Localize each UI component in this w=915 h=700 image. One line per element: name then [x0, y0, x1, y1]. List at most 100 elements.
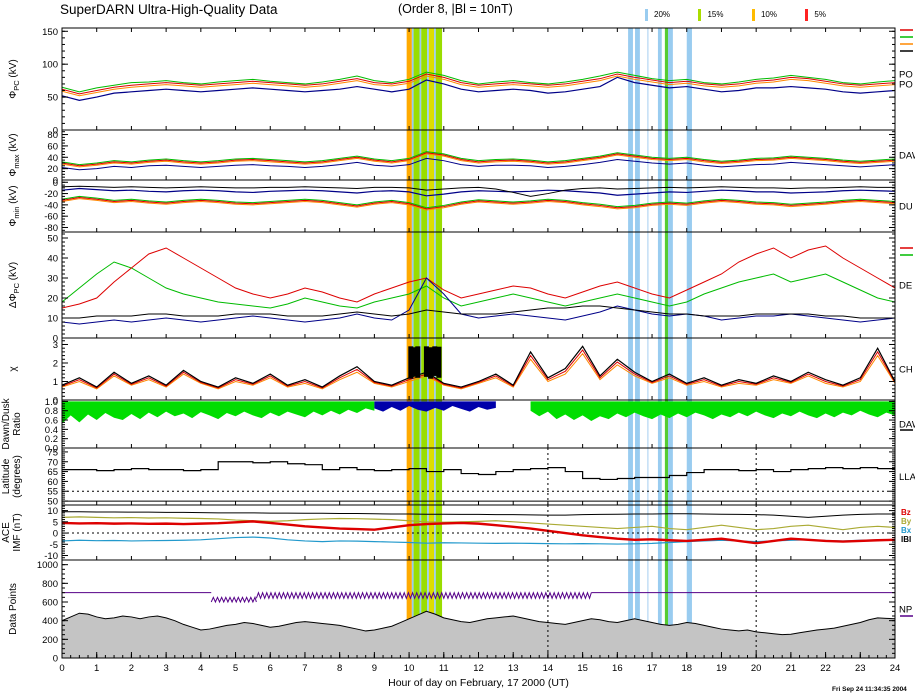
series-orange: [62, 198, 895, 211]
series-red: [62, 349, 895, 389]
x-tick-label: 7: [302, 663, 307, 674]
y-axis-label: χ: [8, 366, 19, 372]
y-tick-label: 1: [53, 377, 58, 388]
x-tick-label: 23: [855, 663, 866, 674]
x-tick-label: 4: [198, 663, 203, 674]
y-tick-label: 0: [53, 654, 58, 665]
y-tick-label: 1.0: [45, 397, 58, 408]
y-tick-label: 1000: [37, 560, 58, 571]
y-tick-label: -60: [44, 212, 58, 223]
right-label: DU: [899, 202, 913, 213]
series-navy: [62, 277, 895, 325]
y-axis-label: Ratio: [12, 412, 23, 436]
legend-swatch-5: [805, 8, 809, 21]
y-tick-label: 0.8: [45, 406, 58, 417]
y-tick-label: 2: [53, 358, 58, 369]
y-tick-label: 0: [53, 178, 58, 189]
y-tick-label: 50: [47, 497, 58, 508]
right-label: PO: [899, 80, 913, 91]
series-green: [62, 195, 895, 209]
y-axis-label: Φmax (kV): [8, 133, 21, 176]
series-orange: [62, 153, 895, 168]
x-tick-label: 19: [716, 663, 727, 674]
legend-swatch-10: [751, 8, 755, 21]
y-axis-label: Data Points: [8, 583, 19, 635]
x-tick-label: 21: [786, 663, 797, 674]
y-tick-label: 50: [47, 93, 58, 104]
y-tick-label: 55: [47, 487, 58, 498]
right-label: PO: [899, 70, 913, 81]
right-label: CH: [899, 365, 913, 376]
x-tick-label: 10: [404, 663, 415, 674]
y-tick-label: 0: [53, 396, 58, 407]
quality-legend: 20% 15% 10% 5%: [645, 4, 850, 22]
y-tick-label: 200: [42, 635, 58, 646]
y-axis-label: Latitude: [1, 458, 12, 494]
legend-swatch-15: [698, 8, 702, 21]
right-label: NP: [899, 605, 912, 616]
series-navy: [62, 76, 895, 102]
right-label: DAW: [899, 151, 915, 162]
panel-max-potential: [62, 151, 895, 171]
legend-item: 15%: [698, 8, 723, 21]
right-label: LLA: [899, 472, 915, 483]
x-tick-label: 2: [129, 663, 134, 674]
panel-pc-potential: [62, 71, 895, 102]
y-tick-label: 5: [53, 517, 58, 528]
page-subtitle: (Order 8, |Bl = 10nT): [398, 2, 513, 16]
data-points-area: [62, 611, 895, 658]
panel-dawn-dusk-ratio: [62, 401, 895, 424]
quality-bands: [406, 28, 692, 658]
y-tick-label: 75: [47, 447, 58, 458]
panel-min-potential: [62, 185, 895, 211]
series-red: [62, 245, 895, 309]
legend-label: 20%: [654, 10, 671, 19]
panel-data-points: [62, 591, 895, 658]
y-tick-label: 0: [53, 529, 58, 540]
x-tick-label: 16: [612, 663, 623, 674]
imf-legend-label: Bx: [901, 526, 912, 535]
series-red: [62, 73, 895, 95]
np-line: [62, 591, 895, 604]
series-green: [62, 151, 895, 166]
y-tick-label: 10: [47, 506, 58, 517]
y-tick-label: 600: [42, 598, 58, 609]
x-tick-label: 11: [439, 663, 449, 674]
series-green: [62, 261, 895, 309]
panel-ace-imf: [62, 511, 895, 545]
y-tick-label: 0.0: [45, 444, 58, 455]
x-tick-label: 15: [577, 663, 588, 674]
x-tick-label: 13: [508, 663, 519, 674]
y-axis-label: ΔΦPC (kV): [8, 262, 21, 308]
y-tick-label: 40: [47, 153, 58, 164]
series-by: [62, 516, 895, 531]
series-bz: [62, 520, 895, 545]
panel-chi: [62, 345, 895, 390]
x-tick-label: 3: [163, 663, 168, 674]
y-tick-label: 60: [47, 477, 58, 488]
panel-delta-pc-potential: [62, 245, 895, 325]
y-tick-label: 150: [42, 27, 58, 38]
legend-swatch-20: [645, 8, 648, 21]
series-green: [62, 71, 895, 93]
y-tick-label: -20: [44, 189, 58, 200]
imf-legend-label: By: [901, 517, 912, 526]
y-axis-label: ACE: [1, 522, 12, 543]
y-tick-label: 30: [47, 274, 58, 285]
series-red: [62, 152, 895, 167]
right-label: DAW: [899, 420, 915, 431]
series-navy: [62, 187, 895, 197]
x-tick-label: 12: [473, 663, 484, 674]
y-axis-label: ΦPC (kV): [8, 59, 21, 99]
series-red: [62, 197, 895, 210]
y-tick-label: 60: [47, 141, 58, 152]
y-tick-label: 0.2: [45, 434, 58, 445]
y-tick-label: 3: [53, 340, 58, 351]
y-tick-label: 70: [47, 457, 58, 468]
series-orange: [62, 75, 895, 97]
legend-item: 5%: [805, 8, 826, 21]
plot-timestamp: Fri Sep 24 11:34:35 2004: [832, 686, 907, 693]
y-axis-label: IMF (nT): [12, 513, 23, 551]
